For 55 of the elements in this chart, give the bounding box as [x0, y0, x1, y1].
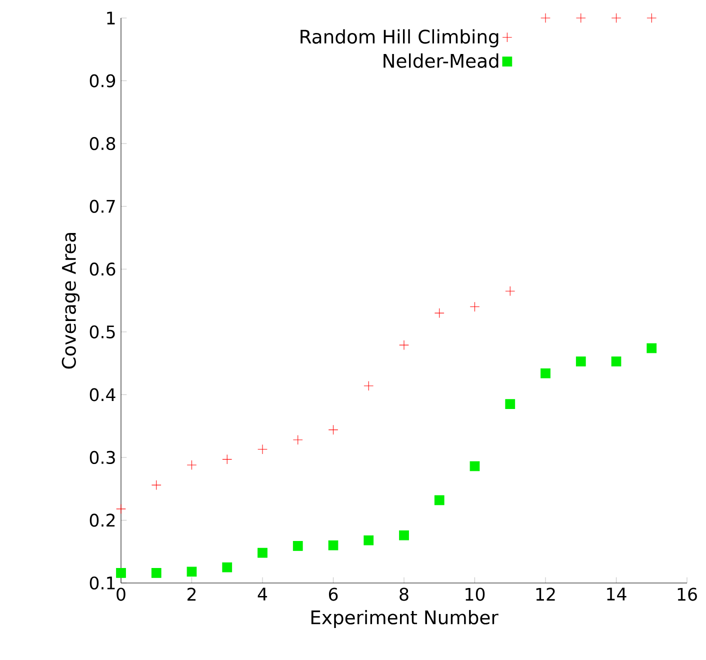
point [576, 356, 586, 366]
point [292, 541, 303, 551]
legend-label: Nelder-Mead [384, 53, 498, 68]
point [116, 504, 126, 514]
point [222, 562, 232, 572]
point [434, 308, 444, 318]
y-tick-label: 0.1 [90, 576, 115, 590]
point [186, 460, 197, 470]
point [434, 495, 444, 506]
y-tick-label: 1 [107, 12, 115, 24]
point [505, 286, 516, 296]
point [364, 535, 374, 546]
point [540, 368, 550, 378]
x-tick-label: 2 [188, 588, 196, 601]
point [222, 454, 232, 464]
x-tick-label: 14 [607, 588, 626, 600]
point [646, 13, 657, 23]
point [328, 540, 338, 550]
x-axis-title: Experiment Number [311, 610, 498, 628]
x-tick-label: 8 [400, 588, 408, 601]
y-tick-label: 0.2 [90, 514, 115, 527]
point [470, 461, 480, 472]
point [399, 340, 409, 350]
legend-label: Random Hill Climbing [300, 29, 498, 48]
y-tick-label: 0.6 [90, 262, 116, 276]
x-tick-label: 16 [678, 588, 697, 601]
y-tick-label: 0.9 [90, 74, 116, 88]
point [328, 424, 338, 435]
point [611, 13, 622, 23]
y-tick-label: 0.5 [90, 325, 115, 338]
point [151, 480, 162, 490]
point [576, 13, 586, 23]
point [151, 568, 162, 578]
x-tick-label: 12 [536, 588, 555, 601]
point [364, 380, 374, 391]
point [258, 444, 268, 454]
point [611, 356, 622, 366]
y-tick-label: 0.8 [90, 137, 116, 150]
y-tick-label: 0.3 [90, 450, 115, 464]
point [258, 548, 268, 558]
point [505, 399, 516, 410]
point [292, 434, 303, 445]
point [540, 13, 550, 23]
y-tick-label: 0.7 [90, 200, 115, 213]
x-tick-label: 6 [328, 588, 338, 601]
x-tick-label: 4 [258, 588, 268, 600]
point [646, 343, 657, 354]
point [186, 566, 197, 577]
point [399, 530, 409, 540]
point [470, 302, 480, 312]
x-tick-label: 0 [116, 588, 126, 601]
x-tick-label: 10 [466, 588, 485, 601]
y-axis-title: Coverage Area [62, 233, 80, 369]
point [116, 568, 126, 578]
y-tick-label: 0.4 [90, 388, 116, 402]
